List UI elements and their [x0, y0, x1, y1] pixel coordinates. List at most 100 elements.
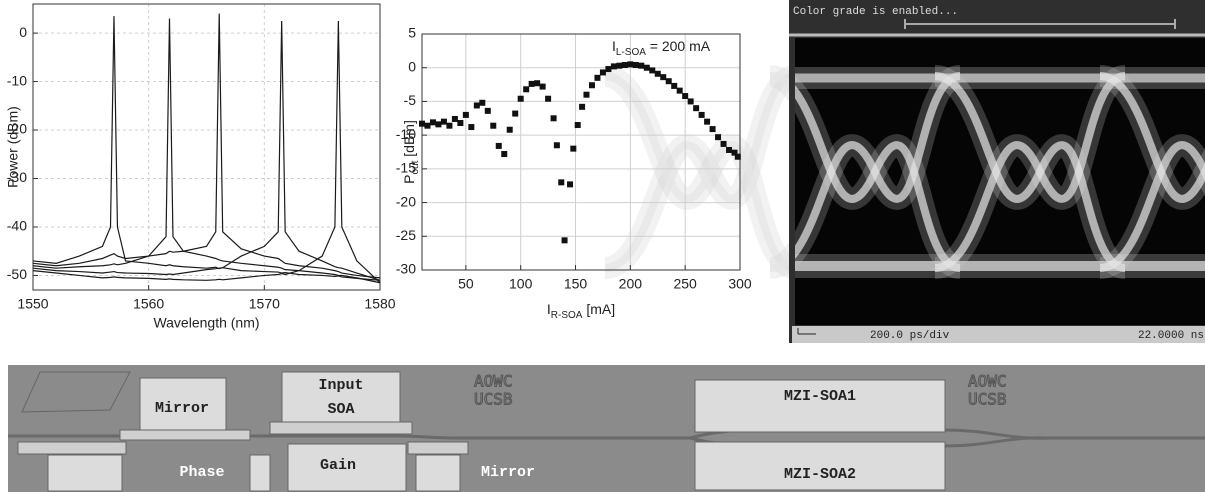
data-point [534, 80, 541, 87]
data-point [709, 126, 716, 133]
chip-label: MZI-SOA1 [784, 388, 856, 405]
x-tick-label: 1560 [133, 296, 164, 312]
data-point [693, 105, 700, 112]
scope-icon [797, 328, 816, 335]
data-point [734, 153, 741, 160]
x-tick-label: 200 [619, 276, 643, 292]
scope-scale: 200.0 ps/div [870, 330, 950, 342]
data-point [616, 62, 623, 69]
eye-transition [1099, 72, 1205, 203]
pad [47, 454, 123, 492]
y-tick-label: -15 [396, 160, 416, 176]
eye-mask [789, 38, 795, 325]
chip-label: SOA [327, 401, 354, 418]
data-point [473, 102, 480, 109]
pad [415, 454, 461, 492]
data-point [698, 111, 705, 118]
y-tick-label: -10 [396, 126, 416, 142]
data-point [570, 145, 577, 152]
y-tick-label: 0 [19, 24, 27, 40]
y-axis-label-rest: [dBm] [401, 120, 417, 160]
chip-label: Input [318, 377, 363, 394]
chip-label: MZI-SOA2 [784, 466, 856, 483]
chip-feature [21, 371, 131, 413]
x-axis-label-rest: [mA] [582, 301, 615, 317]
data-point [726, 146, 733, 153]
data-point [528, 80, 535, 87]
chip-label: Mirror [481, 464, 535, 481]
data-point [523, 86, 530, 93]
data-point [588, 82, 595, 89]
x-axis-label-main: I [547, 301, 551, 317]
data-point [512, 110, 519, 117]
scope-status: Color grade is enabled... [793, 6, 958, 18]
y-axis-label-sub: out [410, 160, 421, 174]
data-point [517, 95, 524, 102]
data-point [429, 119, 436, 126]
y-tick-label: -5 [404, 92, 417, 108]
data-point [574, 122, 581, 129]
data-point [676, 87, 683, 94]
data-point [506, 126, 513, 133]
data-point [545, 95, 552, 102]
y-tick-label: -20 [7, 121, 27, 137]
annotation-rest: = 200 mA [646, 38, 711, 54]
y-tick-label: -30 [7, 169, 27, 185]
chip-logo: UCSB [968, 390, 1007, 409]
annotation-sub: L-SOA [616, 47, 646, 58]
data-point [553, 142, 560, 149]
plot-frame [32, 3, 381, 291]
data-point [424, 122, 431, 129]
data-point [627, 61, 634, 68]
data-point [490, 122, 497, 129]
x-axis-label: IR-SOA [mA] [547, 301, 615, 321]
y-tick-label: -10 [7, 72, 27, 88]
chip-logo: UCSB [474, 390, 513, 409]
eye-transition [1099, 141, 1205, 272]
y-tick-label: -25 [396, 227, 416, 243]
x-tick-label: 250 [673, 276, 697, 292]
x-tick-label: 1550 [17, 296, 48, 312]
pad [281, 371, 401, 431]
data-point [451, 115, 458, 122]
data-point [605, 66, 612, 73]
data-point [484, 107, 491, 114]
data-point [643, 64, 650, 71]
chip-logo: AOWC [474, 372, 513, 391]
data-point [479, 99, 486, 106]
x-tick-label: 150 [564, 276, 588, 292]
pad [119, 429, 251, 441]
chip-logo: AOWC [968, 372, 1007, 391]
data-point [682, 93, 689, 100]
pad [249, 454, 271, 492]
x-tick-label: 1570 [249, 296, 280, 312]
pad [269, 421, 413, 435]
eye-transition [769, 72, 961, 272]
data-point [704, 118, 711, 125]
data-point [435, 121, 442, 128]
data-point [687, 98, 694, 105]
data-point [558, 179, 565, 186]
y-axis-label: Power (dBm) [5, 106, 21, 188]
data-point [731, 149, 738, 156]
data-point [638, 62, 645, 69]
annotation: IL-SOA = 200 mA [612, 38, 711, 58]
scope-status-bar [792, 326, 1205, 343]
pad [407, 441, 469, 455]
y-tick-label: -30 [396, 261, 416, 277]
y-axis-label-main: P [401, 175, 417, 184]
data-point [440, 118, 447, 125]
spectrum-line [32, 13, 381, 279]
x-tick-label: 1580 [364, 296, 395, 312]
data-point [632, 62, 639, 69]
chip-label: Gain [320, 457, 356, 474]
data-point [610, 63, 617, 70]
plot-frame [421, 33, 741, 271]
scope-time: 22.0000 ns [1138, 330, 1204, 342]
eye-transition [604, 72, 796, 272]
eye-traces [603, 38, 1205, 325]
y-axis-label: Pout [dBm] [401, 120, 421, 184]
data-point [501, 151, 508, 158]
y-tick-label: -40 [7, 218, 27, 234]
